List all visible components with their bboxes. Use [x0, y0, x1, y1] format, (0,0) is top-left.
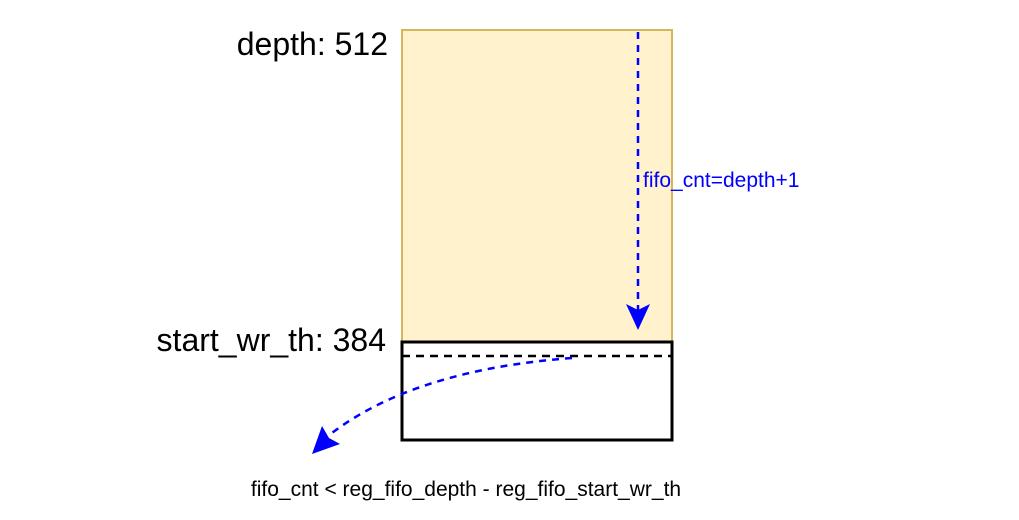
fifo-lower-region [400, 340, 674, 442]
drain-curve-arrow [327, 356, 573, 437]
depth-label: depth: 512 [237, 26, 388, 62]
fifo-cnt-top-label: fifo_cnt=depth+1 [643, 169, 799, 192]
fifo-upper-region [401, 29, 673, 343]
drain-curve-arrowhead [312, 426, 340, 454]
condition-label: fifo_cnt < reg_fifo_depth - reg_fifo_sta… [251, 478, 681, 501]
start-wr-th-label: start_wr_th: 384 [157, 322, 386, 358]
fifo-fill-arrowhead [626, 304, 650, 330]
